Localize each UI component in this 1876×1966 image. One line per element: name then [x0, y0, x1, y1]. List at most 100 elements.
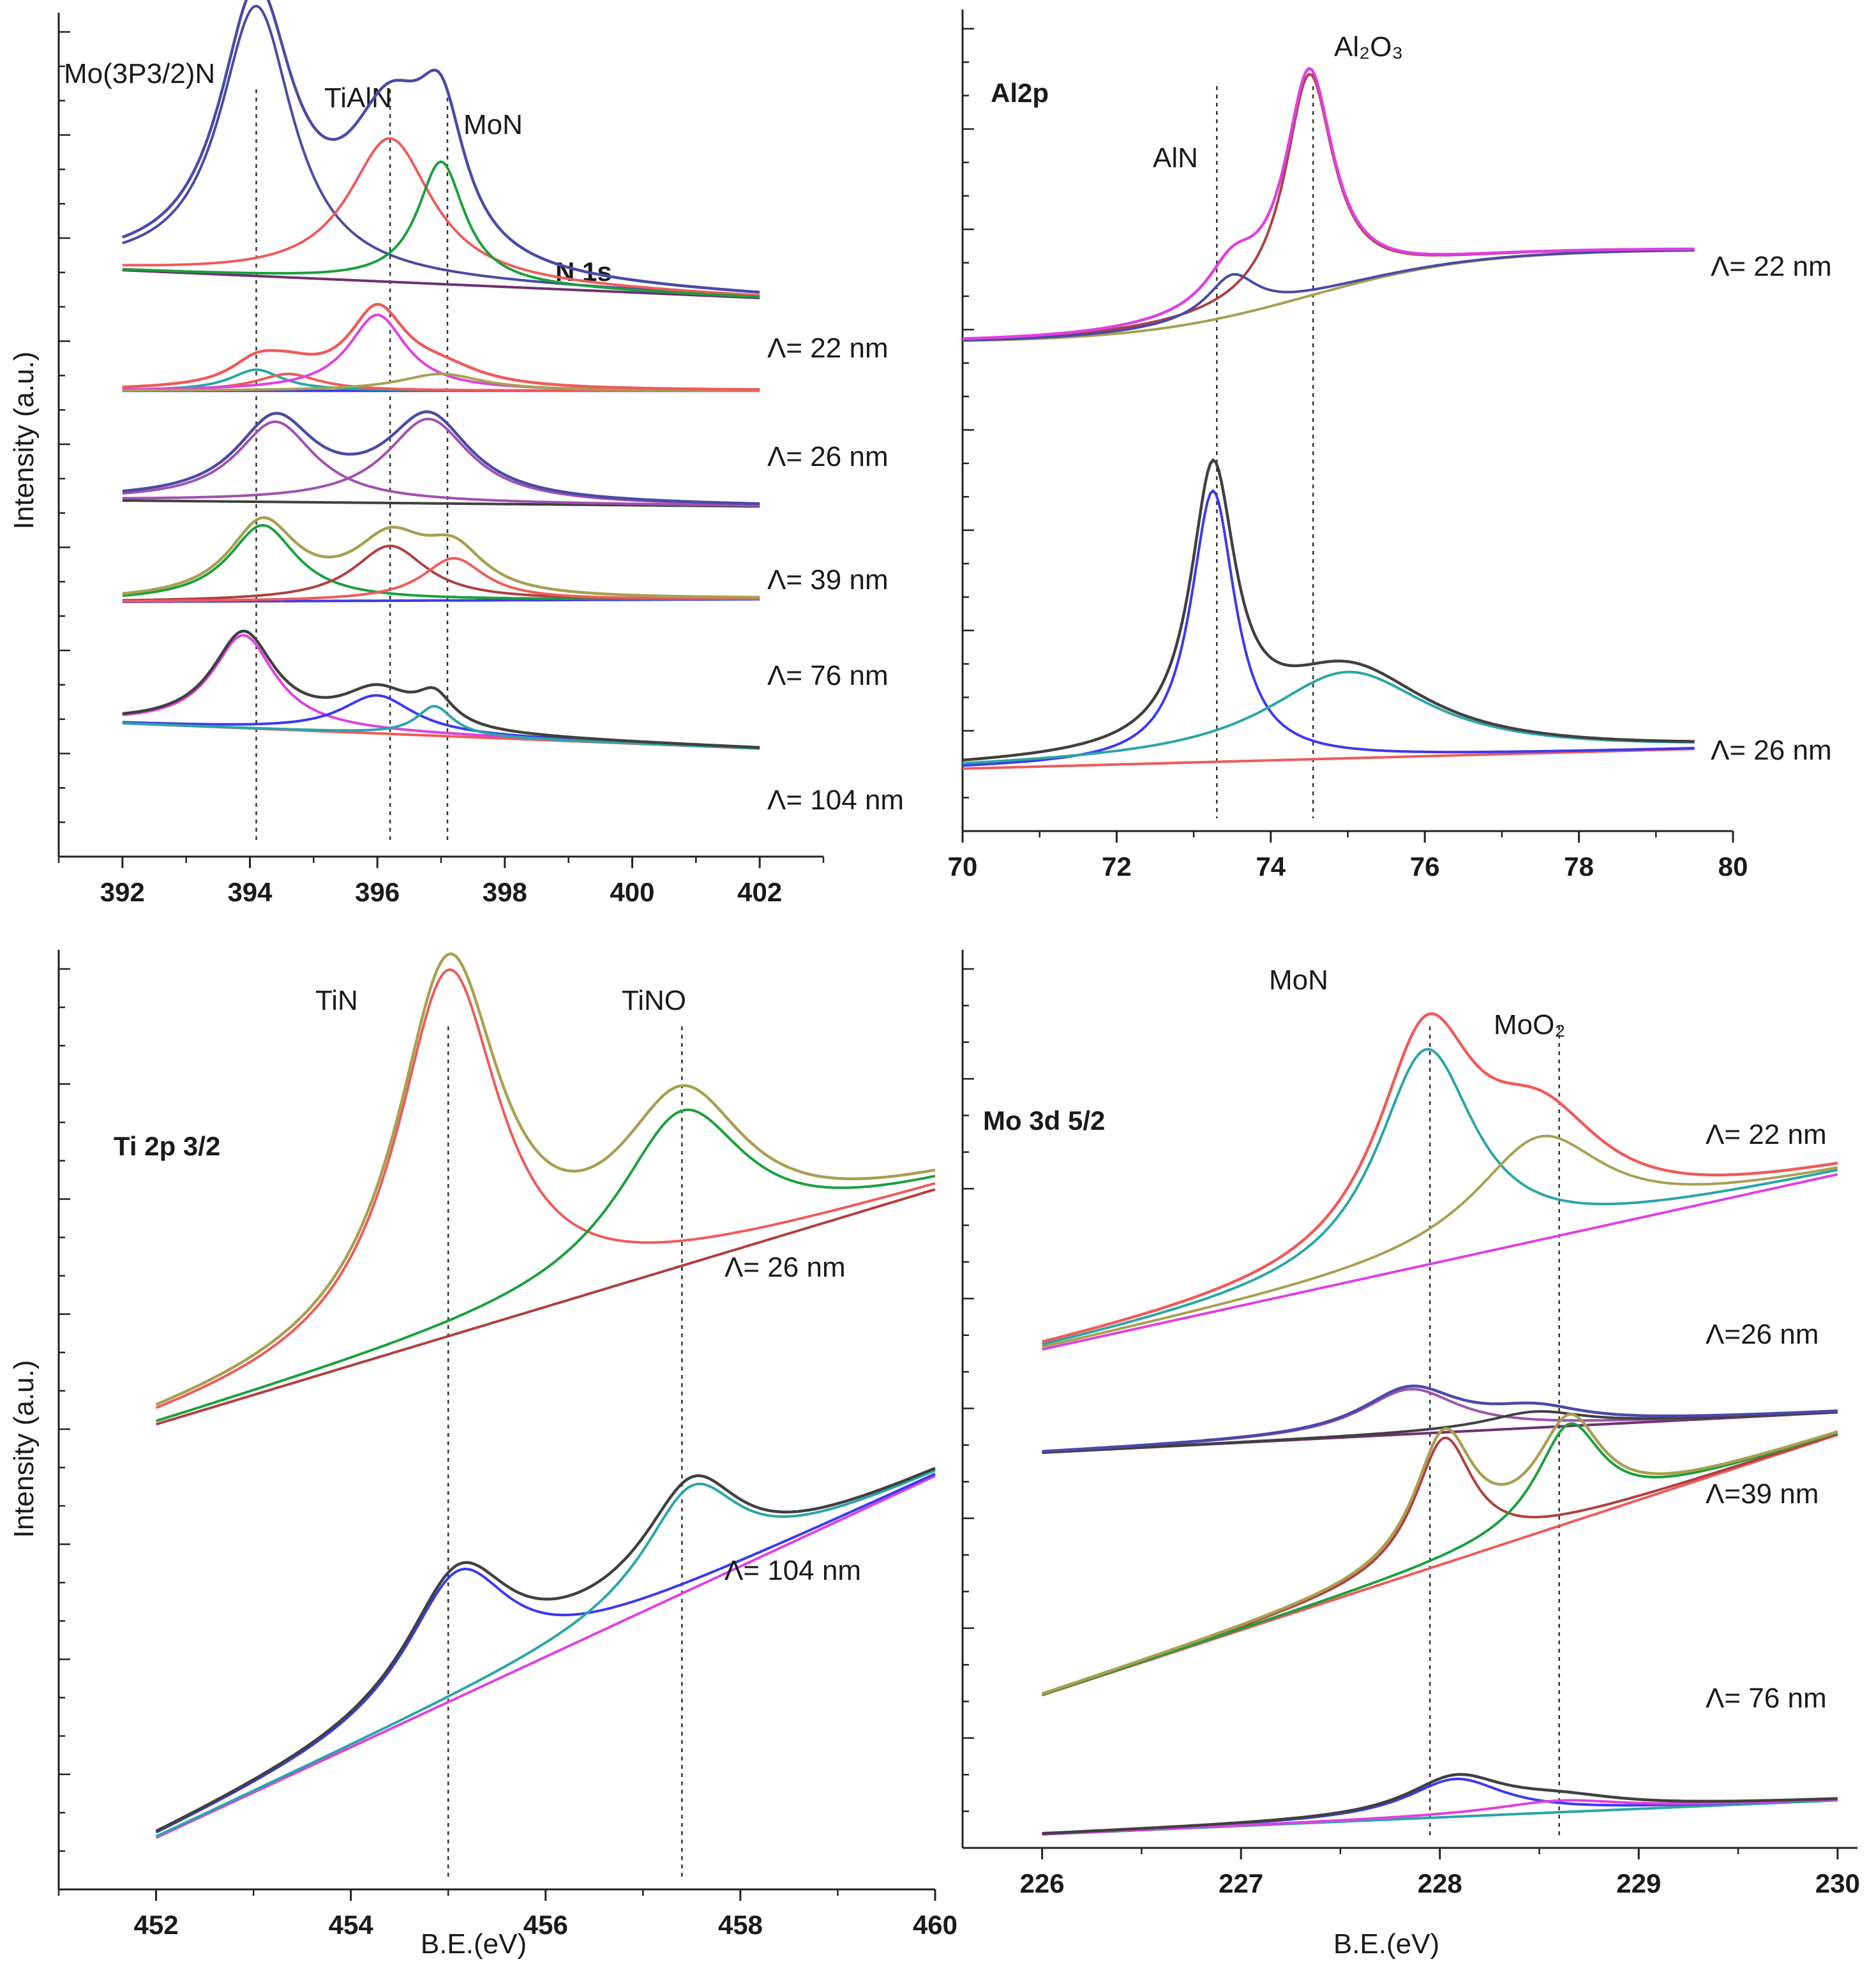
series-mo3d-2: Λ=39 nm	[1041, 1413, 1838, 1697]
lambda-label: Λ= 26 nm	[767, 441, 889, 472]
background-line	[155, 1474, 936, 1839]
x-tick-label-n1s: 402	[737, 877, 782, 907]
series-n1s-1: Λ= 26 nm	[122, 303, 889, 472]
x-tick-label-n1s: 396	[355, 877, 400, 907]
lambda-label: Λ=26 nm	[1706, 1319, 1819, 1350]
envelope-line	[1042, 1384, 1838, 1453]
series-mo3d-0: Λ= 22 nm	[1042, 1012, 1838, 1351]
peak-label-tino: TiNO	[622, 985, 686, 1016]
fit-component-line	[1042, 1422, 1838, 1696]
x-tick-label-ti2p: 454	[329, 1910, 374, 1940]
fit-component-line	[155, 1469, 936, 1838]
panel-n1s: 392 394 396 398 400 402 Λ= 22 nm Λ= 26 nm Λ= 39 …	[57, 0, 904, 907]
envelope-line	[1041, 1413, 1838, 1695]
envelope-line	[1042, 1012, 1838, 1344]
background-line	[122, 269, 760, 299]
peak-label-al2o3: Al₂O₃	[1334, 31, 1403, 63]
lambda-label: Λ= 22 nm	[767, 333, 889, 364]
fit-component-line	[122, 420, 760, 507]
x-tick-label-mo3d: 227	[1219, 1868, 1263, 1898]
peak-label-moo2: MoO₂	[1494, 1009, 1565, 1040]
envelope-line	[122, 629, 760, 749]
fit-component-line	[1042, 1410, 1838, 1454]
fit-component-line	[1042, 1134, 1838, 1349]
envelope-line	[155, 1467, 936, 1833]
lambda-label: Λ= 104 nm	[767, 784, 904, 816]
lambda-label: Λ= 76 nm	[1706, 1683, 1827, 1714]
ylabel-top: Intensity (a.u.)	[8, 352, 40, 530]
x-tick-label-al2p: 78	[1564, 852, 1594, 882]
x-tick-label-n1s: 398	[483, 877, 527, 907]
panel-ti2p: 452 454 456 458 460 Λ= 26 nm Λ= 104 nm	[57, 950, 957, 1940]
lambda-label: Λ= 22 nm	[1711, 251, 1832, 282]
lambda-label: Λ= 76 nm	[767, 660, 889, 691]
fit-component-line	[122, 705, 760, 750]
envelope-line	[122, 0, 760, 294]
panel-title-al2p: Al2p	[991, 78, 1049, 108]
lambda-label: Λ= 26 nm	[1711, 735, 1832, 766]
x-tick-label-al2p: 72	[1102, 852, 1132, 882]
x-tick-label-ti2p: 456	[523, 1910, 568, 1940]
envelope-line	[962, 66, 1695, 340]
lambda-label: Λ= 104 nm	[724, 1555, 861, 1586]
fit-component-line	[155, 1473, 936, 1834]
x-tick-label-al2p: 76	[1410, 852, 1440, 882]
fit-component-line	[1042, 1047, 1838, 1346]
peak-label-mo3p: Mo(3P3/2)N	[64, 58, 215, 89]
fit-component-line	[156, 1108, 936, 1423]
x-tick-label-ti2p: 458	[718, 1910, 763, 1940]
envelope-line	[122, 303, 760, 391]
panel-mo3d: 226 227 228 229 230 Λ= 22 nm Λ=26 nm Λ=39 nm Λ= …	[961, 950, 1860, 1898]
x-tick-label-mo3d: 228	[1418, 1868, 1462, 1898]
x-tick-label-ti2p: 452	[134, 1910, 179, 1940]
x-tick-label-mo3d: 226	[1020, 1868, 1065, 1898]
x-tick-label-al2p: 70	[948, 852, 978, 882]
series-n1s-0: Λ= 22 nm	[122, 0, 889, 364]
envelope-line	[122, 516, 760, 599]
peak-label-mon-n1s: MoN	[463, 109, 523, 140]
fit-component-line	[155, 968, 936, 1409]
fit-component-line	[962, 670, 1695, 765]
series-al2p-1: Λ= 26 nm	[962, 458, 1832, 770]
x-tick-label-mo3d: 230	[1815, 1868, 1860, 1898]
series-ti2p-1: Λ= 104 nm	[155, 1467, 936, 1839]
x-tick-label-n1s: 394	[227, 877, 273, 907]
panel-title-mo3d: Mo 3d 5/2	[983, 1106, 1105, 1136]
series-n1s-3: Λ= 76 nm	[122, 516, 889, 691]
fit-component-line	[122, 137, 760, 297]
x-tick-label-al2p: 80	[1718, 852, 1748, 882]
x-tick-label-n1s: 392	[100, 877, 145, 907]
fit-component-line	[1042, 1798, 1838, 1836]
background-line	[155, 1188, 936, 1426]
series-mo3d-3: Λ= 76 nm	[1042, 1683, 1838, 1836]
background-line	[1042, 1173, 1838, 1351]
x-tick-label-ti2p: 460	[913, 1910, 957, 1940]
background-line	[962, 747, 1695, 770]
fit-component-line	[122, 160, 760, 299]
lambda-label: Λ= 39 nm	[767, 564, 889, 596]
ylabel-bottom: Intensity (a.u.)	[8, 1360, 40, 1538]
x-tick-label-al2p: 74	[1256, 852, 1286, 882]
peak-label-mon-mo3d: MoN	[1269, 964, 1328, 996]
envelope-line	[962, 458, 1695, 762]
envelope-line	[155, 952, 936, 1406]
envelope-line	[122, 410, 760, 506]
lambda-label: Λ= 22 nm	[1706, 1119, 1827, 1150]
xlabel-mo3d: B.E.(eV)	[1333, 1928, 1439, 1960]
peak-label-tin: TiN	[315, 985, 358, 1016]
xlabel-ti2p: B.E.(eV)	[421, 1928, 527, 1960]
fit-component-line	[122, 372, 760, 392]
x-tick-label-mo3d: 229	[1616, 1868, 1661, 1898]
panel-title-ti2p: Ti 2p 3/2	[114, 1131, 220, 1161]
panel-al2p: 70 72 74 76 78 80 Λ= 22 nm Λ= 26 nm	[948, 10, 1832, 882]
envelope-line	[1042, 1773, 1838, 1835]
fit-component-line	[122, 557, 760, 603]
fit-component-line	[962, 249, 1695, 341]
lambda-label: Λ= 26 nm	[724, 1252, 846, 1283]
series-al2p-0: Λ= 22 nm	[962, 66, 1832, 342]
series-ti2p-0: Λ= 26 nm	[155, 952, 936, 1426]
series-n1s-4: Λ= 104 nm	[122, 629, 904, 816]
x-tick-label-n1s: 400	[610, 877, 654, 907]
